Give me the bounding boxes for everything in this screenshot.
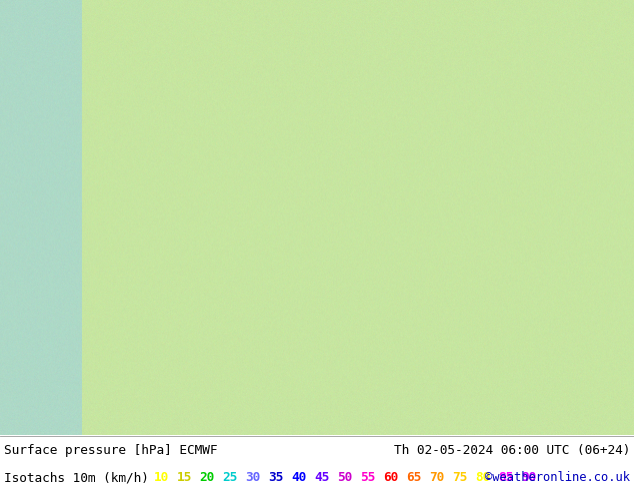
Text: 50: 50 — [337, 471, 353, 485]
Text: 70: 70 — [429, 471, 444, 485]
Text: 90: 90 — [522, 471, 537, 485]
Text: 35: 35 — [269, 471, 284, 485]
Text: 65: 65 — [406, 471, 422, 485]
Text: Isotachs 10m (km/h): Isotachs 10m (km/h) — [4, 471, 149, 485]
Text: 20: 20 — [200, 471, 215, 485]
Text: 40: 40 — [292, 471, 307, 485]
Text: ©weatheronline.co.uk: ©weatheronline.co.uk — [485, 471, 630, 485]
Text: 25: 25 — [223, 471, 238, 485]
Text: 60: 60 — [384, 471, 399, 485]
Text: 55: 55 — [361, 471, 376, 485]
Text: 85: 85 — [498, 471, 514, 485]
Text: 15: 15 — [176, 471, 191, 485]
Text: 30: 30 — [245, 471, 261, 485]
Text: 80: 80 — [476, 471, 491, 485]
Text: 10: 10 — [153, 471, 169, 485]
Text: Surface pressure [hPa] ECMWF: Surface pressure [hPa] ECMWF — [4, 444, 217, 457]
Text: 75: 75 — [453, 471, 468, 485]
Text: 45: 45 — [314, 471, 330, 485]
Text: Th 02-05-2024 06:00 UTC (06+24): Th 02-05-2024 06:00 UTC (06+24) — [394, 444, 630, 457]
